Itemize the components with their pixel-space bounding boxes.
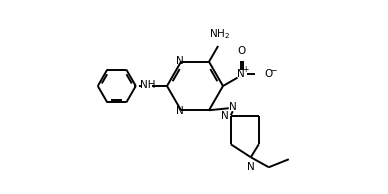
Text: N: N [176, 106, 184, 116]
Text: −: − [269, 65, 276, 74]
Text: O: O [237, 46, 246, 56]
Text: N: N [229, 102, 237, 112]
Text: NH$_2$: NH$_2$ [208, 27, 230, 41]
Text: N: N [237, 69, 244, 79]
Text: N: N [221, 111, 229, 121]
Text: O: O [265, 69, 273, 79]
Text: N: N [247, 162, 255, 172]
Text: N: N [176, 56, 184, 66]
Text: +: + [242, 65, 249, 74]
Text: NH: NH [140, 80, 156, 90]
